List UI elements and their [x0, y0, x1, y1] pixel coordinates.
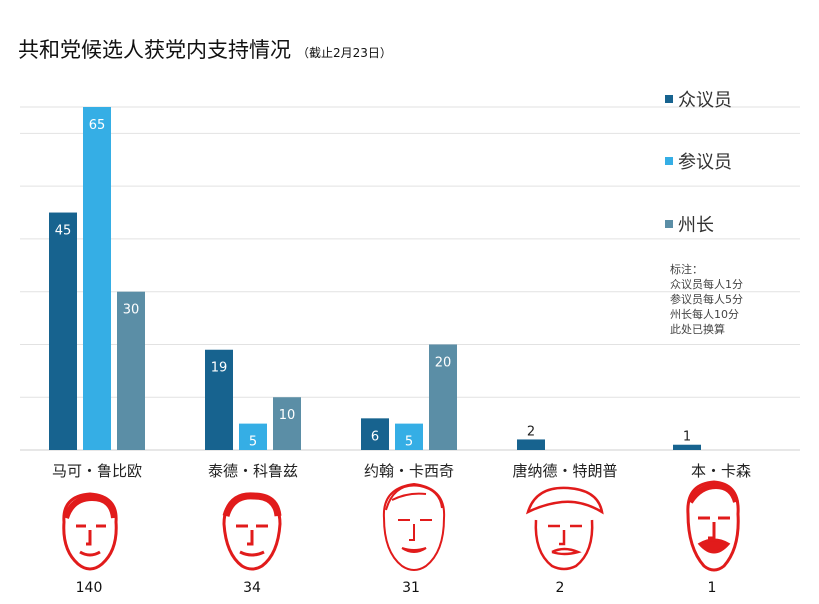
bar-value-label: 30 — [123, 303, 140, 318]
rubio-face-icon — [62, 492, 118, 571]
kasich-face-icon — [382, 482, 446, 571]
bar-value-label: 19 — [211, 361, 228, 376]
bar — [361, 418, 389, 450]
note-line: 标注： — [670, 263, 703, 276]
bar-value-label: 2 — [527, 424, 535, 439]
legend-item-representatives: 众议员 — [665, 86, 732, 112]
bar — [205, 349, 233, 450]
bar — [117, 291, 145, 450]
bar-value-label: 45 — [55, 224, 72, 239]
bar-value-label: 65 — [89, 118, 106, 133]
bar-value-label: 1 — [683, 430, 691, 445]
legend-label-senators: 参议员 — [678, 152, 732, 173]
cruz-face-icon — [222, 492, 282, 571]
note-line: 众议员每人1分 — [670, 278, 743, 291]
category-label: 马可・鲁比欧 — [52, 462, 142, 480]
legend-swatch-representatives — [665, 95, 673, 103]
bar — [83, 107, 111, 450]
carson-face-icon — [686, 480, 740, 572]
candidate-total: 2 — [555, 580, 565, 596]
category-label: 唐纳德・特朗普 — [512, 462, 617, 480]
bar — [239, 423, 267, 450]
bar — [517, 439, 545, 450]
trump-face-icon — [525, 486, 604, 571]
note-line: 州长每人10分 — [670, 308, 739, 321]
category-label: 泰德・科鲁兹 — [208, 462, 298, 480]
candidate-total: 1 — [707, 580, 717, 596]
legend-swatch-governors — [665, 220, 673, 228]
bar — [273, 397, 301, 450]
category-label: 约翰・卡西奇 — [364, 462, 454, 480]
legend-item-senators: 参议员 — [665, 148, 732, 174]
chart-title-row: 共和党候选人获党内支持情况 （截止2月23日） — [18, 34, 392, 64]
bar-value-label: 20 — [435, 355, 452, 370]
legend-label-governors: 州长 — [678, 215, 714, 236]
bar-value-label: 6 — [371, 429, 379, 444]
scoring-note: 标注： 众议员每人1分 参议员每人5分 州长每人10分 此处已换算 — [670, 262, 743, 337]
bar — [395, 423, 423, 450]
note-line: 参议员每人5分 — [670, 293, 743, 306]
bar-value-label: 10 — [279, 408, 296, 423]
legend-label-representatives: 众议员 — [678, 90, 732, 111]
legend-item-governors: 州长 — [665, 211, 714, 237]
bar — [673, 444, 701, 450]
bar-value-label: 5 — [249, 435, 257, 450]
category-label: 本・卡森 — [691, 462, 751, 480]
candidate-total: 31 — [402, 580, 420, 596]
chart-subtitle: （截止2月23日） — [297, 46, 392, 60]
chart-title: 共和党候选人获党内支持情况 — [18, 38, 291, 62]
note-line: 此处已换算 — [670, 323, 725, 336]
candidate-total: 140 — [75, 580, 103, 596]
bar — [429, 344, 457, 450]
bar — [49, 212, 77, 450]
candidate-total: 34 — [243, 580, 261, 596]
bar-value-label: 5 — [405, 435, 413, 450]
legend-swatch-senators — [665, 157, 673, 165]
